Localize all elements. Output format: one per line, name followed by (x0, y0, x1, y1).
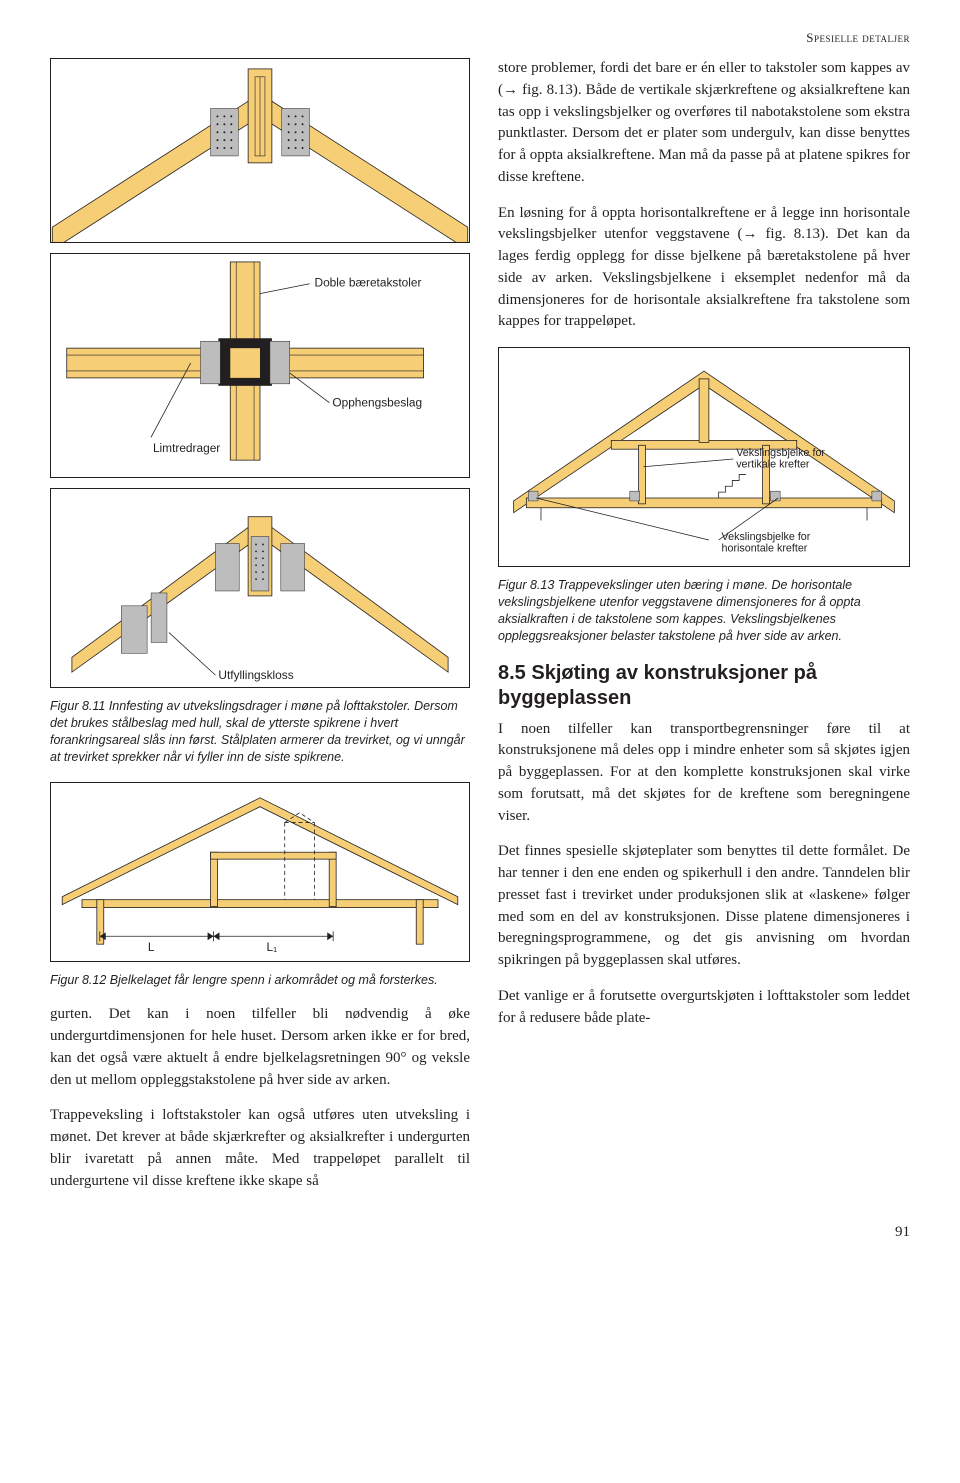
body-para-3: gurten. Det kan i noen tilfeller bli nød… (50, 1004, 470, 1091)
body-para-5: I noen tilfeller kan transportbegrensnin… (498, 719, 910, 828)
label-veksling-horizontal-1: Vekslingsbjelke for (722, 531, 811, 543)
figure-8-13-caption: Figur 8.13 Trappevekslinger uten bæring … (498, 577, 910, 645)
section-heading-8-5: 8.5 Skjøting av konstruksjoner på byggep… (498, 661, 910, 711)
section-header: Spesielle detaljer (50, 30, 910, 46)
figure-8-11-a (50, 58, 470, 243)
body-para-1: store problemer, fordi det bare er én el… (498, 58, 910, 189)
body-para-7: Det vanlige er å forutsette overgurtskjø… (498, 986, 910, 1030)
body-para-2: En løsning for å oppta horisontalkreften… (498, 203, 910, 334)
figure-8-12-caption: Figur 8.12 Bjelkelaget får lengre spenn … (50, 972, 470, 989)
label-opphengsbeslag: Opphengsbeslag (332, 396, 422, 410)
label-doble-baeretakstoler: Doble bæretakstoler (315, 276, 422, 290)
body-para-6: Det finnes spesielle skjøteplater som be… (498, 841, 910, 972)
label-limtredrager: Limtredrager (153, 441, 220, 455)
figure-8-12: L L₁ (50, 782, 470, 962)
figure-8-13: Vekslingsbjelke for vertikale krefter Ve… (498, 347, 910, 567)
label-veksling-horizontal-2: horisontale krefter (722, 543, 808, 555)
figure-8-11-caption: Figur 8.11 Innfesting av utvekslingsdrag… (50, 698, 470, 766)
figure-8-11-c: Utfyllingskloss (50, 488, 470, 688)
label-utfyllingskloss: Utfyllingskloss (218, 668, 293, 682)
label-veksling-vertical-2: vertikale krefter (736, 459, 810, 471)
label-veksling-vertical-1: Vekslingsbjelke for (736, 447, 825, 459)
body-para-4: Trappeveksling i loftstakstoler kan også… (50, 1105, 470, 1192)
figure-8-11-b: Doble bæretakstoler Opphengsbeslag Limtr… (50, 253, 470, 478)
page-number: 91 (50, 1224, 910, 1241)
label-L: L (148, 940, 155, 954)
label-L1: L₁ (267, 940, 278, 954)
